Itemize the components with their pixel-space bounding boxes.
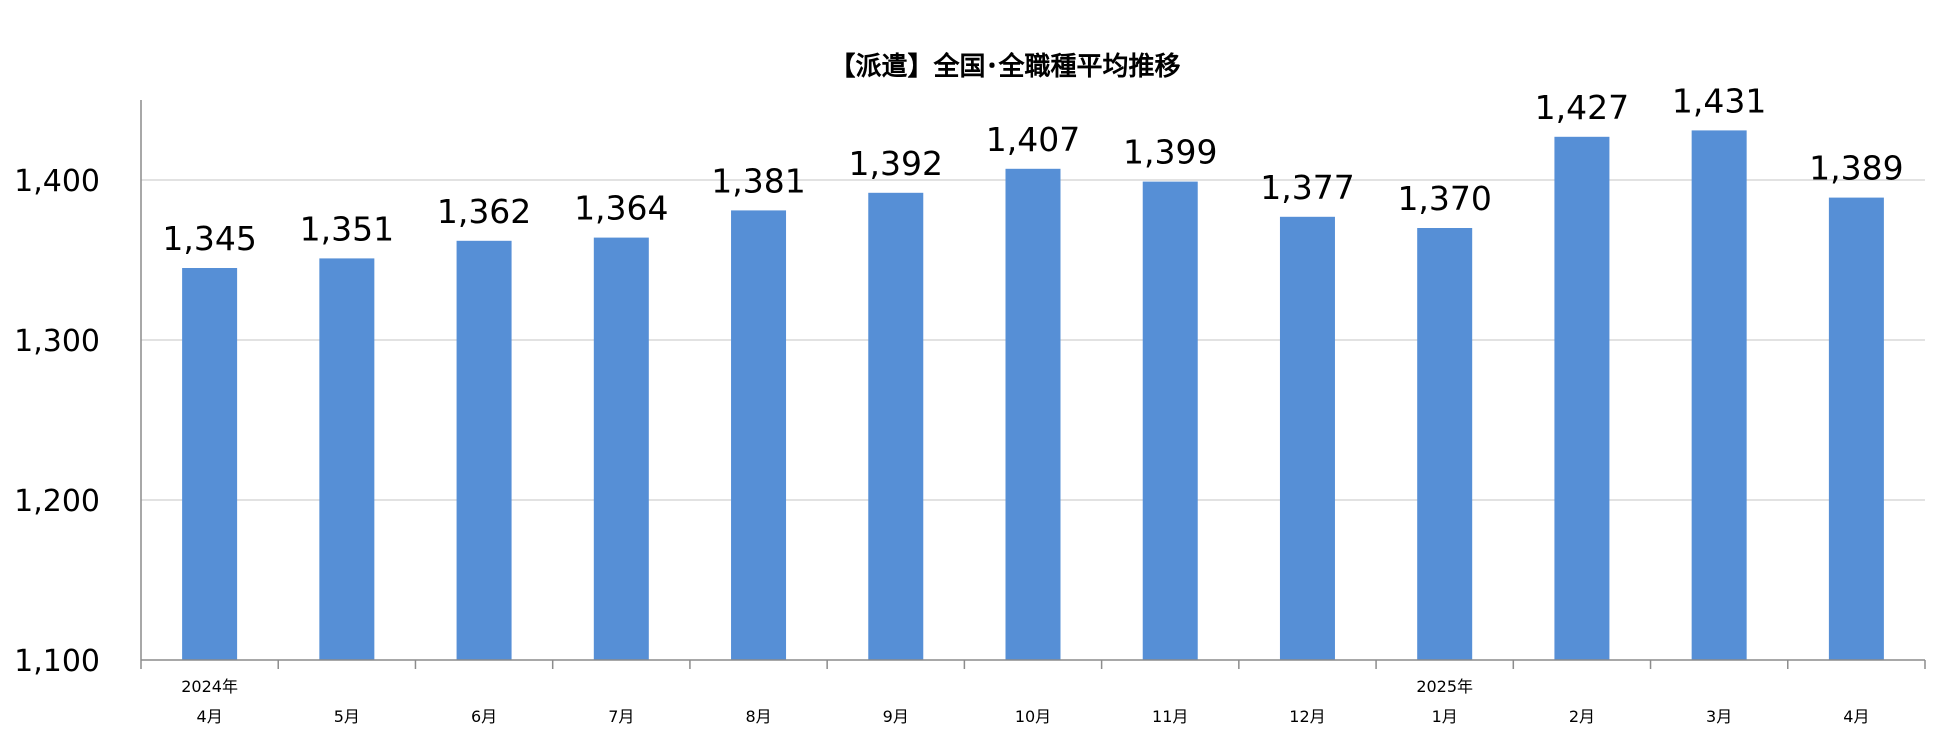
bar: [1279, 216, 1335, 661]
bar: [456, 240, 512, 661]
x-tick-label: 10月: [1015, 707, 1051, 726]
bar: [1828, 197, 1884, 660]
data-label: 1,427: [1535, 88, 1629, 127]
x-tick-year-label: 2024年: [181, 677, 238, 696]
bar: [593, 237, 649, 660]
chart-title: 【派遣】全国･全職種平均推移: [829, 51, 1180, 82]
data-labels: 1,345 1,351 1,362 1,364 1,381 1,392 1,407 1,399…: [162, 81, 1903, 258]
x-tick-label: 4月: [197, 707, 223, 726]
bar: [731, 210, 787, 660]
bar: [1554, 136, 1610, 661]
x-tick-label: 3月: [1706, 707, 1732, 726]
y-tick-label: 1,400: [14, 164, 100, 199]
data-label: 1,364: [574, 189, 668, 228]
bar: [1691, 130, 1747, 660]
bar: [1417, 228, 1473, 660]
x-tick-label: 6月: [471, 707, 497, 726]
y-tick-label: 1,100: [14, 644, 100, 679]
data-label: 1,399: [1123, 133, 1217, 172]
data-label: 1,407: [986, 120, 1080, 159]
x-tick-label: 4月: [1843, 707, 1869, 726]
data-label: 1,362: [437, 192, 531, 231]
bar: [1005, 168, 1061, 661]
data-label: 1,351: [300, 209, 394, 248]
data-label: 1,345: [162, 219, 256, 258]
bar: [1142, 181, 1198, 660]
x-tick-label: 12月: [1289, 707, 1325, 726]
bar: [319, 258, 375, 660]
data-label: 1,370: [1397, 179, 1491, 218]
x-tick-label: 2月: [1569, 707, 1595, 726]
x-tick-label: 1月: [1432, 707, 1458, 726]
x-tick-label: 7月: [608, 707, 634, 726]
y-tick-label: 1,300: [14, 324, 100, 359]
x-tick-label: 11月: [1152, 707, 1188, 726]
x-tick-label: 5月: [334, 707, 360, 726]
y-tick-label: 1,200: [14, 484, 100, 519]
data-label: 1,431: [1672, 81, 1766, 120]
data-label: 1,381: [711, 161, 805, 200]
data-label: 1,389: [1809, 149, 1903, 188]
x-tick-year-label: 2025年: [1416, 677, 1473, 696]
data-label: 1,377: [1260, 168, 1354, 207]
bars: [182, 130, 1884, 661]
bar: [868, 192, 924, 661]
data-label: 1,392: [849, 144, 943, 183]
bar: [182, 268, 238, 660]
axes: 1,100 1,200 1,300 1,400 2024年 4月 5月 6月 7月 8月 9月 10月…: [14, 100, 1926, 726]
x-tick-label: 9月: [883, 707, 909, 726]
x-tick-label: 8月: [745, 707, 771, 726]
